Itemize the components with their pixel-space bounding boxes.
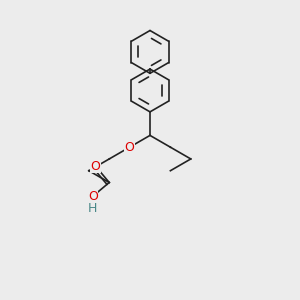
Text: H: H: [88, 202, 98, 214]
Text: O: O: [88, 190, 98, 203]
Text: O: O: [125, 141, 135, 154]
Text: O: O: [91, 160, 100, 172]
